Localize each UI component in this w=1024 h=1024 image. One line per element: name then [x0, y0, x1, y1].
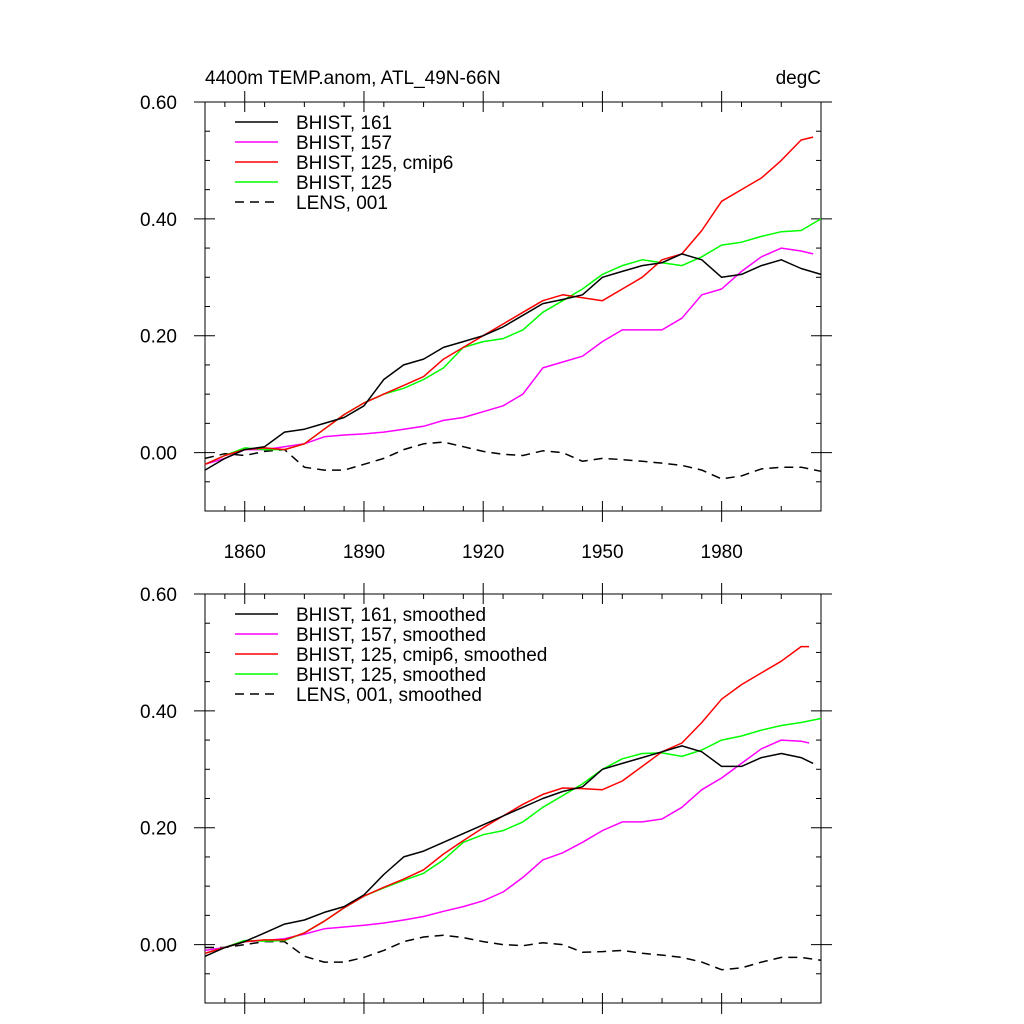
series-line: [204, 717, 822, 955]
series-line: [204, 218, 822, 465]
series-line: [205, 934, 822, 971]
series-line: [204, 645, 810, 955]
y-tick-label: 0.40: [140, 702, 177, 723]
y-tick-label: 0.60: [140, 585, 177, 606]
legend-label: LENS, 001, smoothed: [296, 685, 482, 706]
x-tick-label: 1860: [224, 542, 266, 563]
x-tick-label: 1980: [701, 542, 743, 563]
series-line: [204, 441, 822, 480]
legend-label: BHIST, 125, smoothed: [296, 665, 486, 686]
legend-label: BHIST, 161: [296, 113, 392, 134]
x-tick-label: 1920: [462, 542, 504, 563]
legend-label: BHIST, 125, cmip6, smoothed: [296, 645, 547, 666]
legend-label: LENS, 001: [296, 193, 388, 214]
series-line: [204, 745, 814, 957]
y-tick-label: 0.00: [140, 936, 177, 957]
y-tick-label: 0.40: [140, 210, 177, 231]
legend-label: BHIST, 125, cmip6: [296, 153, 453, 174]
series-line: [204, 247, 814, 466]
y-tick-label: 0.20: [140, 819, 177, 840]
series-line: [204, 253, 822, 471]
y-tick-label: 0.20: [140, 327, 177, 348]
top-panel: 4400m TEMP.anom, ATL_49N-66N degC 0.00 0.…: [140, 68, 832, 563]
y-tick-label: 0.00: [140, 444, 177, 465]
legend-label: BHIST, 125: [296, 173, 392, 194]
x-tick-label: 1950: [581, 542, 623, 563]
x-tick-label: 1890: [343, 542, 385, 563]
series-line: [204, 739, 810, 952]
legend-label: BHIST, 161, smoothed: [296, 605, 486, 626]
y-tick-label: 0.60: [140, 93, 177, 114]
chart-title: 4400m TEMP.anom, ATL_49N-66N: [205, 68, 501, 89]
series-line: [204, 136, 814, 465]
legend-label: BHIST, 157, smoothed: [296, 625, 486, 646]
legend-label: BHIST, 157: [296, 133, 392, 154]
units-label: degC: [776, 68, 821, 89]
